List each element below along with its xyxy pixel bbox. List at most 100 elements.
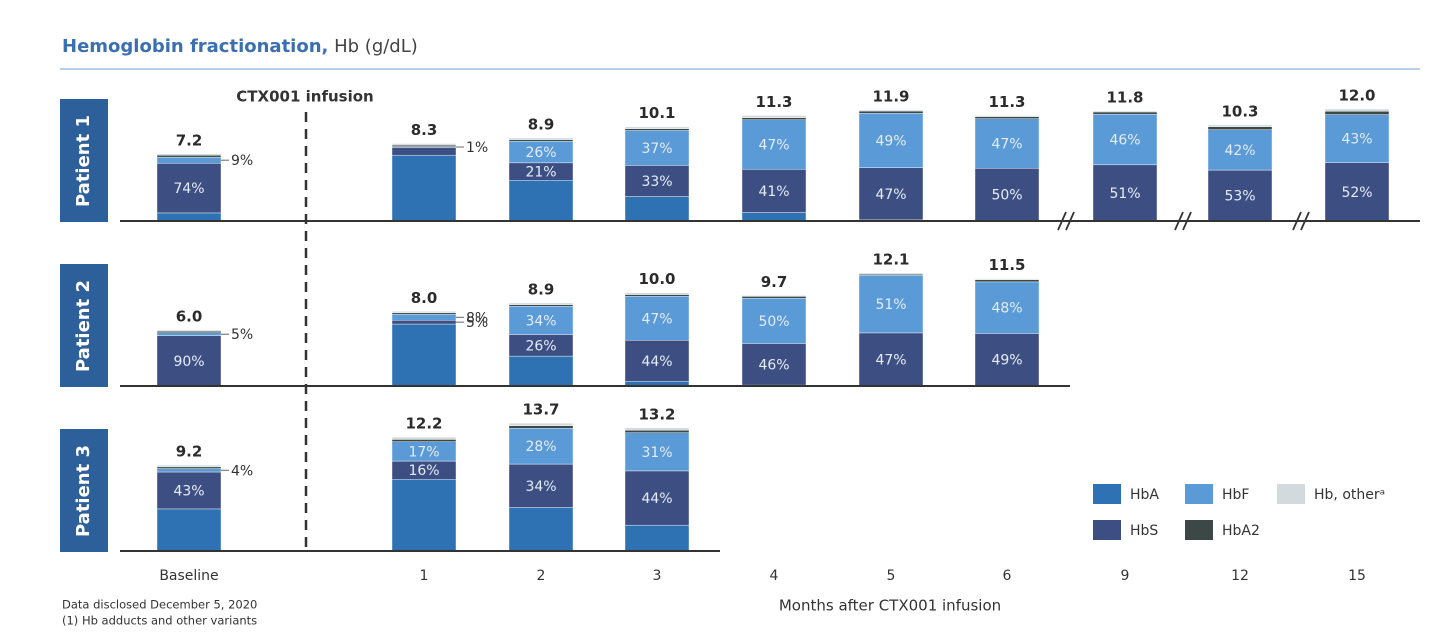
bar-segment <box>624 296 690 341</box>
legend-swatch <box>1093 484 1121 504</box>
total-label: 6.0 <box>176 308 203 326</box>
bar-segment <box>741 212 807 222</box>
bar-segment <box>156 153 222 156</box>
bar-segment <box>156 471 222 510</box>
x-tick-label: 3 <box>653 568 662 584</box>
footnote: (1) Hb adducts and other variants <box>62 614 257 628</box>
panel-label: Patient 3 <box>73 445 94 537</box>
x-tick-label: 9 <box>1121 568 1130 584</box>
bar-segment <box>508 463 574 508</box>
bar-segment <box>391 323 457 387</box>
total-label: 12.2 <box>405 415 442 433</box>
total-label: 7.2 <box>176 131 203 149</box>
bar-segment <box>624 126 690 129</box>
bar-segment <box>1207 169 1273 222</box>
panel-label-box <box>60 264 108 387</box>
segment-label: 44% <box>641 354 672 370</box>
bar-segment <box>508 428 574 465</box>
total-label: 8.9 <box>528 280 555 298</box>
x-tick-label: 6 <box>1003 568 1012 584</box>
segment-label: 26% <box>525 338 556 354</box>
bar-segment <box>508 180 574 222</box>
footnote: Data disclosed December 5, 2020 <box>62 598 257 612</box>
bar-segment <box>391 314 457 321</box>
legend-label: HbA <box>1130 487 1159 503</box>
x-tick-label: 15 <box>1348 568 1366 584</box>
segment-label: 50% <box>991 188 1022 204</box>
bar-segment <box>858 332 924 387</box>
bar-segment <box>858 272 924 275</box>
bar-segment <box>741 117 807 120</box>
bar-segment <box>508 302 574 305</box>
bar-segment <box>156 464 222 468</box>
bar-segment <box>391 479 457 552</box>
segment-label: 51% <box>875 297 906 313</box>
segment-label: 28% <box>525 439 556 455</box>
segment-label: 1% <box>466 140 488 156</box>
total-label: 9.7 <box>761 273 788 291</box>
bar-segment <box>156 329 222 332</box>
segment-label: 33% <box>641 174 672 190</box>
bar-segment <box>508 425 574 429</box>
bar-segment <box>156 163 222 214</box>
legend-swatch <box>1185 520 1213 540</box>
legend-label: HbS <box>1130 523 1158 539</box>
legend-label: HbA2 <box>1222 523 1260 539</box>
bar-segment <box>974 116 1040 119</box>
total-label: 8.0 <box>411 289 438 307</box>
bar-segment <box>391 312 457 315</box>
segment-label: 4% <box>231 463 253 479</box>
total-label: 13.2 <box>638 405 675 423</box>
total-label: 11.9 <box>872 87 909 105</box>
total-label: 13.7 <box>522 401 559 419</box>
segment-label: 26% <box>525 145 556 161</box>
bar-segment <box>508 422 574 426</box>
bar-segment <box>156 508 222 552</box>
bar-segment <box>508 137 574 140</box>
bar-segment <box>1092 110 1158 113</box>
segment-label: 34% <box>525 479 556 495</box>
bar-segment <box>391 320 457 325</box>
bar-segment <box>741 115 807 118</box>
segment-label: 5% <box>231 327 253 343</box>
panel-label: Patient 2 <box>73 280 94 372</box>
bar-segment <box>974 278 1040 280</box>
bar-segment <box>741 169 807 213</box>
bar-segment <box>508 355 574 387</box>
bar-segment <box>1092 113 1158 166</box>
segment-label: 43% <box>1341 132 1372 148</box>
total-label: 11.3 <box>755 93 792 111</box>
segment-label: 44% <box>641 491 672 507</box>
segment-label: 47% <box>875 352 906 368</box>
total-label: 11.8 <box>1106 88 1143 106</box>
bar-segment <box>1324 162 1390 222</box>
bar-segment <box>624 292 690 295</box>
x-tick-label: 5 <box>887 568 896 584</box>
bar-segment <box>624 340 690 382</box>
panel-label: Patient 1 <box>73 115 94 207</box>
bar-segment <box>391 311 457 314</box>
legend-swatch <box>1277 484 1305 504</box>
segment-label: 48% <box>991 301 1022 317</box>
bar-segment <box>156 156 222 164</box>
bar-segment <box>741 297 807 344</box>
segment-label: 47% <box>758 138 789 154</box>
bar-segment <box>624 128 690 131</box>
bar-segment <box>391 436 457 440</box>
total-label: 11.3 <box>988 93 1025 111</box>
chart-title: Hemoglobin fractionation, <box>62 36 328 57</box>
legend-label: HbF <box>1222 487 1249 503</box>
total-label: 8.9 <box>528 115 555 133</box>
bar-segment <box>974 168 1040 222</box>
bar-segment <box>858 113 924 168</box>
total-label: 12.0 <box>1338 87 1375 105</box>
bar-segment <box>974 281 1040 334</box>
bar-segment <box>1324 108 1390 112</box>
bar-segment <box>624 427 690 431</box>
x-tick-label: 2 <box>537 568 546 584</box>
bar-segment <box>858 167 924 221</box>
panel-label-box <box>60 429 108 552</box>
bar-segment <box>624 130 690 166</box>
bar-segment <box>156 330 222 333</box>
segment-label: 47% <box>875 187 906 203</box>
